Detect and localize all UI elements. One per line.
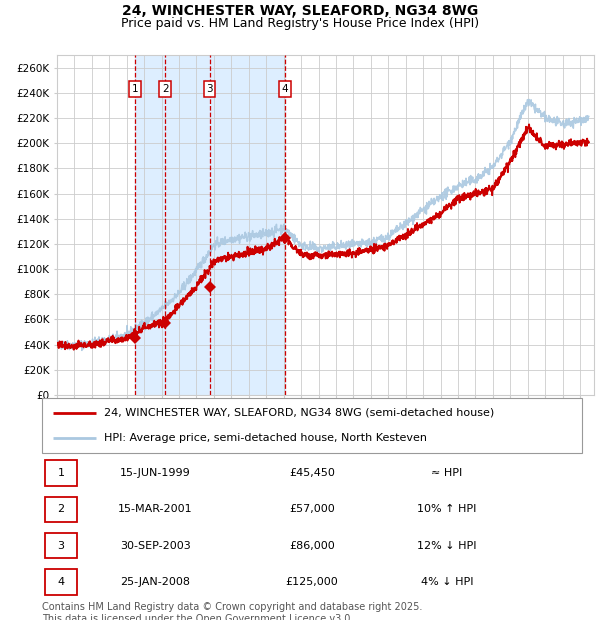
Text: 3: 3 xyxy=(206,84,213,94)
Text: 24, WINCHESTER WAY, SLEAFORD, NG34 8WG: 24, WINCHESTER WAY, SLEAFORD, NG34 8WG xyxy=(122,4,478,18)
Text: £86,000: £86,000 xyxy=(289,541,335,551)
Text: 4: 4 xyxy=(281,84,288,94)
Text: 12% ↓ HPI: 12% ↓ HPI xyxy=(417,541,477,551)
Bar xyxy=(45,533,77,559)
Bar xyxy=(135,55,285,395)
Text: £57,000: £57,000 xyxy=(289,505,335,515)
Text: ≈ HPI: ≈ HPI xyxy=(431,468,463,478)
Text: 10% ↑ HPI: 10% ↑ HPI xyxy=(418,505,476,515)
Text: Price paid vs. HM Land Registry's House Price Index (HPI): Price paid vs. HM Land Registry's House … xyxy=(121,17,479,30)
Text: 1: 1 xyxy=(131,84,138,94)
Text: 30-SEP-2003: 30-SEP-2003 xyxy=(120,541,191,551)
Bar xyxy=(45,497,77,522)
Bar xyxy=(45,461,77,486)
Text: 2: 2 xyxy=(58,505,64,515)
Text: 15-JUN-1999: 15-JUN-1999 xyxy=(120,468,191,478)
Text: 25-JAN-2008: 25-JAN-2008 xyxy=(121,577,190,587)
Text: HPI: Average price, semi-detached house, North Kesteven: HPI: Average price, semi-detached house,… xyxy=(104,433,427,443)
Text: 4: 4 xyxy=(58,577,64,587)
Bar xyxy=(45,569,77,595)
Text: 1: 1 xyxy=(58,468,64,478)
Text: £45,450: £45,450 xyxy=(289,468,335,478)
Text: 3: 3 xyxy=(58,541,64,551)
Text: 24, WINCHESTER WAY, SLEAFORD, NG34 8WG (semi-detached house): 24, WINCHESTER WAY, SLEAFORD, NG34 8WG (… xyxy=(104,408,494,418)
Text: £125,000: £125,000 xyxy=(286,577,338,587)
Text: 2: 2 xyxy=(162,84,169,94)
Text: 15-MAR-2001: 15-MAR-2001 xyxy=(118,505,193,515)
Text: Contains HM Land Registry data © Crown copyright and database right 2025.
This d: Contains HM Land Registry data © Crown c… xyxy=(42,602,422,620)
Text: 4% ↓ HPI: 4% ↓ HPI xyxy=(421,577,473,587)
